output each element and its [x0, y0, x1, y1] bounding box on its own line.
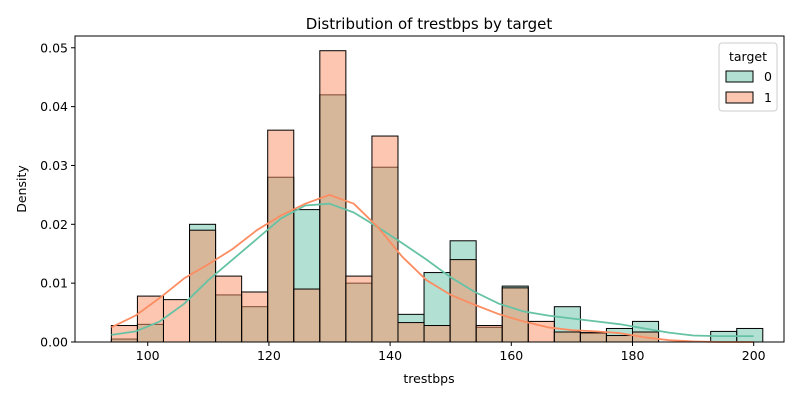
bar-target-1-bin-19: [605, 335, 634, 343]
bar-target-1-bin-15: [501, 287, 529, 343]
bar-target-1-bin-4: [215, 275, 243, 343]
bar-target-1-bin-12: [423, 325, 451, 343]
y-tick-label: 0.04: [40, 99, 68, 114]
legend: target 0 1: [718, 42, 778, 112]
legend-label-1: 1: [764, 90, 772, 105]
bar-target-1-bin-14: [475, 325, 503, 343]
kde-line-target-0: [111, 202, 754, 338]
legend-label-0: 0: [764, 69, 772, 84]
y-tick-label: 0.03: [40, 158, 68, 173]
legend-swatch-0: [725, 70, 754, 83]
x-tick-label: 140: [378, 348, 402, 363]
x-axis-ticks: 100 120 140 160 180 200: [136, 342, 766, 363]
x-tick-label: 100: [136, 348, 160, 363]
x-tick-label: 160: [499, 348, 523, 363]
chart-title: Distribution of trestbps by target: [306, 15, 553, 33]
y-tick-label: 0.01: [40, 276, 68, 291]
legend-title: target: [729, 49, 767, 64]
x-tick-label: 180: [621, 348, 645, 363]
bar-target-1-bin-6: [267, 129, 295, 343]
bars-target-1: [110, 50, 660, 343]
plot-frame: [74, 35, 785, 343]
bar-target-1-bin-2: [162, 299, 191, 343]
bar-target-1-bin-5: [241, 291, 269, 343]
kde-line-target-1: [111, 193, 754, 343]
bar-target-1-bin-10: [371, 135, 399, 343]
bar-target-1-bin-7: [293, 288, 321, 343]
y-axis-ticks: 0.00 0.01 0.02 0.03 0.04 0.05: [40, 40, 75, 350]
bar-target-1-bin-9: [345, 275, 373, 343]
y-axis-label: Density: [14, 165, 29, 213]
kde-lines: [111, 193, 754, 343]
bar-target-1-bin-16: [527, 320, 555, 343]
bar-target-1-bin-17: [553, 331, 581, 343]
bar-target-1-bin-11: [397, 322, 425, 343]
bar-target-1-bin-18: [579, 332, 607, 343]
bar-target-1-bin-1: [136, 295, 164, 343]
legend-swatch-1: [725, 91, 754, 104]
y-tick-label: 0.02: [40, 217, 68, 232]
x-tick-label: 120: [257, 348, 281, 363]
y-tick-label: 0.00: [40, 335, 68, 350]
x-tick-label: 200: [742, 348, 766, 363]
y-tick-label: 0.05: [40, 40, 68, 55]
x-axis-label: trestbps: [403, 371, 454, 386]
